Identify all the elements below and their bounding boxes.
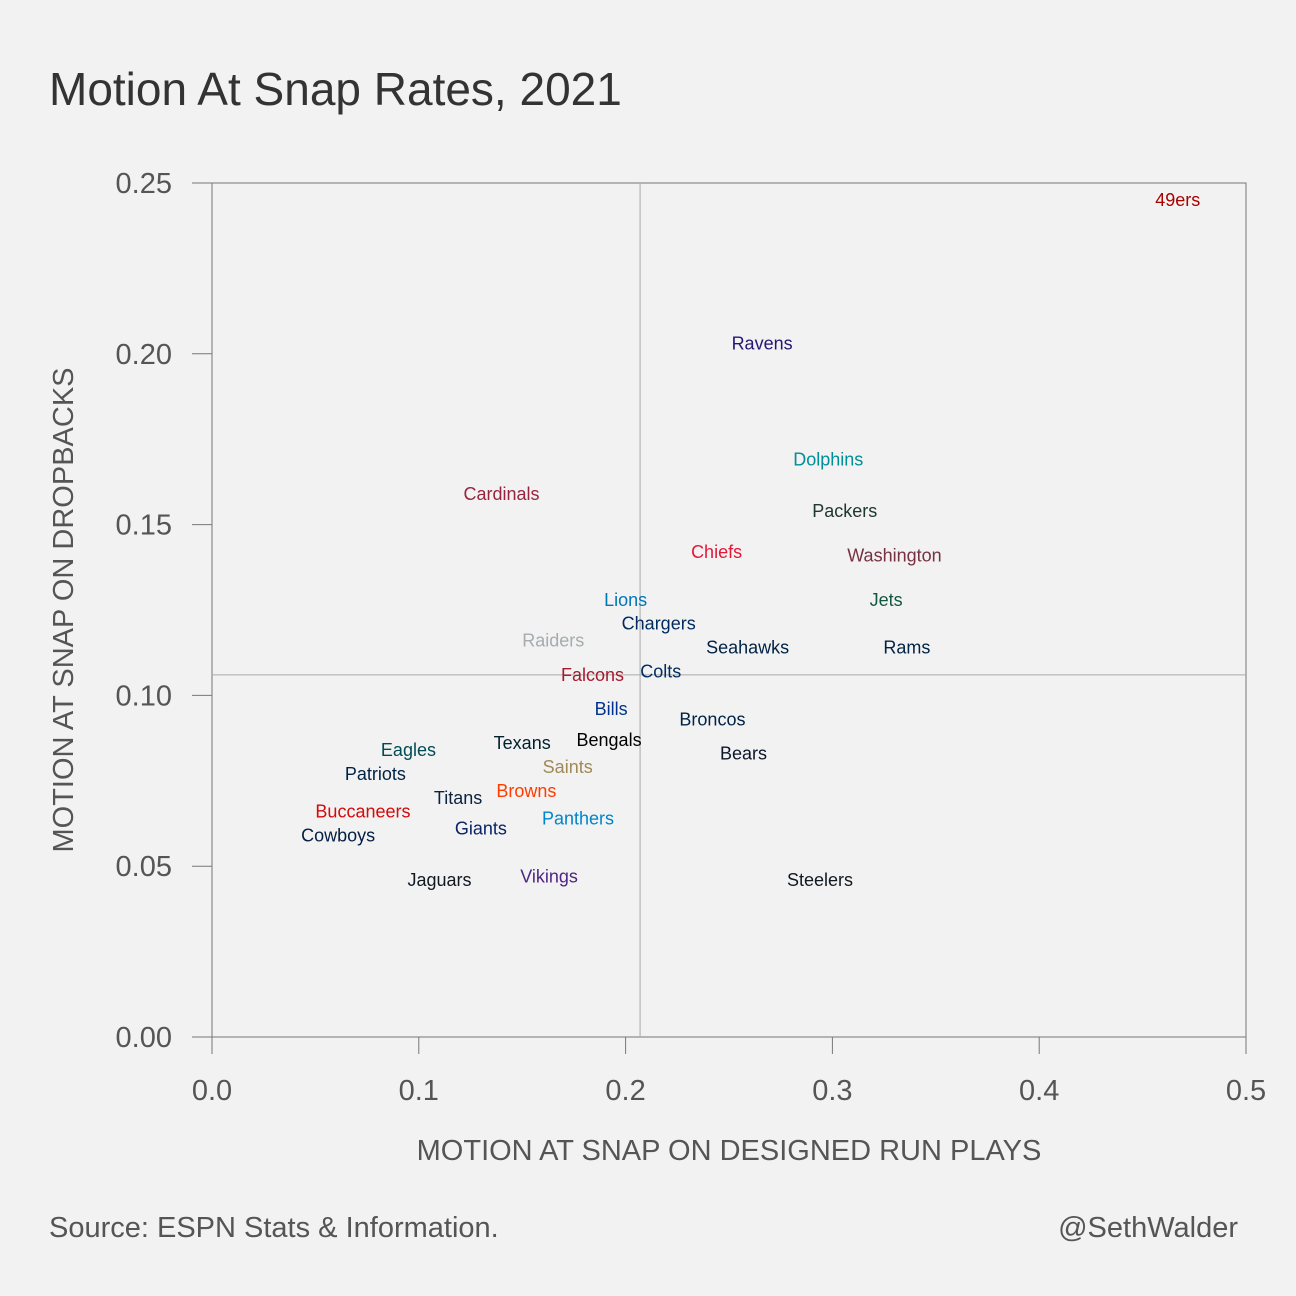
team-point-washington: Washington xyxy=(847,545,941,565)
plot-area-border xyxy=(211,182,1247,1038)
team-point-bills: Bills xyxy=(595,699,628,719)
team-point-raiders: Raiders xyxy=(522,631,584,651)
team-point-falcons: Falcons xyxy=(561,665,624,685)
team-point-steelers: Steelers xyxy=(787,870,853,890)
team-point-chargers: Chargers xyxy=(622,614,696,634)
team-point-jaguars: Jaguars xyxy=(407,870,471,890)
y-tick-label: 0.15 xyxy=(116,510,172,542)
y-tick-label: 0.25 xyxy=(116,168,172,200)
x-axis-title: MOTION AT SNAP ON DESIGNED RUN PLAYS xyxy=(417,1135,1042,1167)
x-tick-label: 0.4 xyxy=(1019,1075,1059,1107)
team-point-broncos: Broncos xyxy=(679,709,745,729)
y-tick-label: 0.05 xyxy=(116,851,172,883)
team-point-browns: Browns xyxy=(496,781,556,801)
author-credit: @SethWalder xyxy=(1058,1212,1238,1244)
team-point-49ers: 49ers xyxy=(1155,190,1200,210)
x-axis: 0.0 0.1 0.2 0.3 0.4 0.5 xyxy=(192,1037,1266,1107)
team-point-giants: Giants xyxy=(455,819,507,839)
x-tick-label: 0.2 xyxy=(605,1075,645,1107)
team-point-dolphins: Dolphins xyxy=(793,450,863,470)
x-tick-label: 0.0 xyxy=(192,1075,232,1107)
team-point-buccaneers: Buccaneers xyxy=(315,802,410,822)
team-point-titans: Titans xyxy=(434,788,482,808)
team-point-texans: Texans xyxy=(494,733,551,753)
team-point-bears: Bears xyxy=(720,743,767,763)
team-point-cardinals: Cardinals xyxy=(463,484,539,504)
team-point-chiefs: Chiefs xyxy=(691,542,742,562)
team-point-seahawks: Seahawks xyxy=(706,638,789,658)
y-tick-label: 0.00 xyxy=(116,1022,172,1054)
data-points: 49ers Ravens Dolphins Cardinals Packers Chief… xyxy=(301,190,1200,890)
x-tick-label: 0.3 xyxy=(812,1075,852,1107)
team-point-cowboys: Cowboys xyxy=(301,825,375,845)
team-point-ravens: Ravens xyxy=(732,334,793,354)
team-point-packers: Packers xyxy=(812,501,877,521)
team-point-panthers: Panthers xyxy=(542,808,614,828)
y-tick-label: 0.20 xyxy=(116,339,172,371)
team-point-jets: Jets xyxy=(870,590,903,610)
team-point-colts: Colts xyxy=(640,661,681,681)
mean-reference-lines xyxy=(212,183,1246,1037)
team-point-eagles: Eagles xyxy=(381,740,436,760)
team-point-rams: Rams xyxy=(883,638,930,658)
source-note: Source: ESPN Stats & Information. xyxy=(49,1212,499,1244)
team-point-patriots: Patriots xyxy=(345,764,406,784)
y-axis: 0.00 0.05 0.10 0.15 0.20 0.25 xyxy=(116,168,212,1054)
team-point-bengals: Bengals xyxy=(577,730,642,750)
chart-title: Motion At Snap Rates, 2021 xyxy=(49,63,622,115)
y-tick-label: 0.10 xyxy=(116,680,172,712)
x-tick-label: 0.5 xyxy=(1226,1075,1266,1107)
team-point-saints: Saints xyxy=(543,757,593,777)
team-point-lions: Lions xyxy=(604,590,647,610)
team-point-vikings: Vikings xyxy=(520,866,578,886)
y-axis-title: MOTION AT SNAP ON DROPBACKS xyxy=(48,367,80,852)
x-tick-label: 0.1 xyxy=(399,1075,439,1107)
